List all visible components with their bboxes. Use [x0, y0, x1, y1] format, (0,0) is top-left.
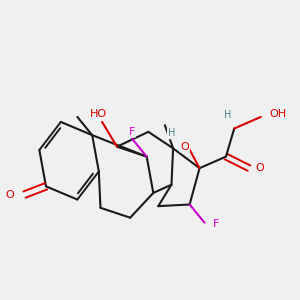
Text: O: O — [6, 190, 15, 200]
Text: H: H — [224, 110, 231, 120]
Text: F: F — [129, 127, 135, 137]
Text: O: O — [180, 142, 189, 152]
Text: OH: OH — [269, 109, 286, 119]
Text: O: O — [256, 163, 264, 173]
Text: F: F — [213, 219, 219, 229]
Text: HO: HO — [90, 109, 107, 119]
Text: H: H — [168, 128, 175, 139]
